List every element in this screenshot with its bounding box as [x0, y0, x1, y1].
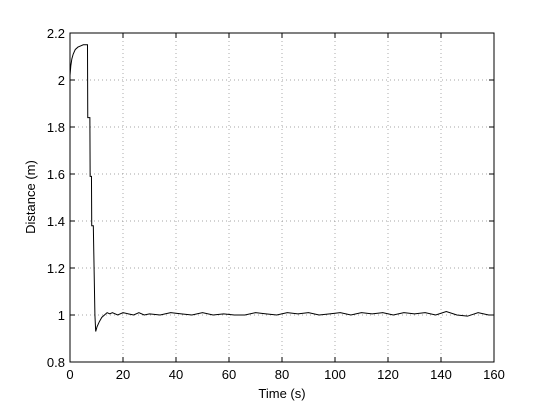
x-tick-label: 0	[66, 367, 73, 382]
x-tick-label: 160	[483, 367, 505, 382]
y-tick-label: 0.8	[47, 355, 65, 370]
y-tick-label: 1.8	[47, 120, 65, 135]
plot-frame	[69, 32, 495, 363]
x-tick-label: 60	[222, 367, 236, 382]
y-tick-label: 1.4	[47, 214, 65, 229]
x-tick-label: 140	[430, 367, 452, 382]
x-axis-label: Time (s)	[258, 386, 305, 401]
y-axis-label: Distance (m)	[23, 160, 38, 234]
y-tick-label: 1	[58, 308, 65, 323]
x-tick-label: 120	[377, 367, 399, 382]
data-line	[69, 44, 494, 332]
y-tick-label: 2.2	[47, 26, 65, 41]
y-tick-label: 1.2	[47, 261, 65, 276]
x-tick-label: 80	[275, 367, 289, 382]
y-tick-label: 1.6	[47, 167, 65, 182]
x-tick-label: 20	[116, 367, 130, 382]
y-tick-label: 2	[58, 73, 65, 88]
x-tick-label: 40	[169, 367, 183, 382]
x-tick-label: 100	[324, 367, 346, 382]
